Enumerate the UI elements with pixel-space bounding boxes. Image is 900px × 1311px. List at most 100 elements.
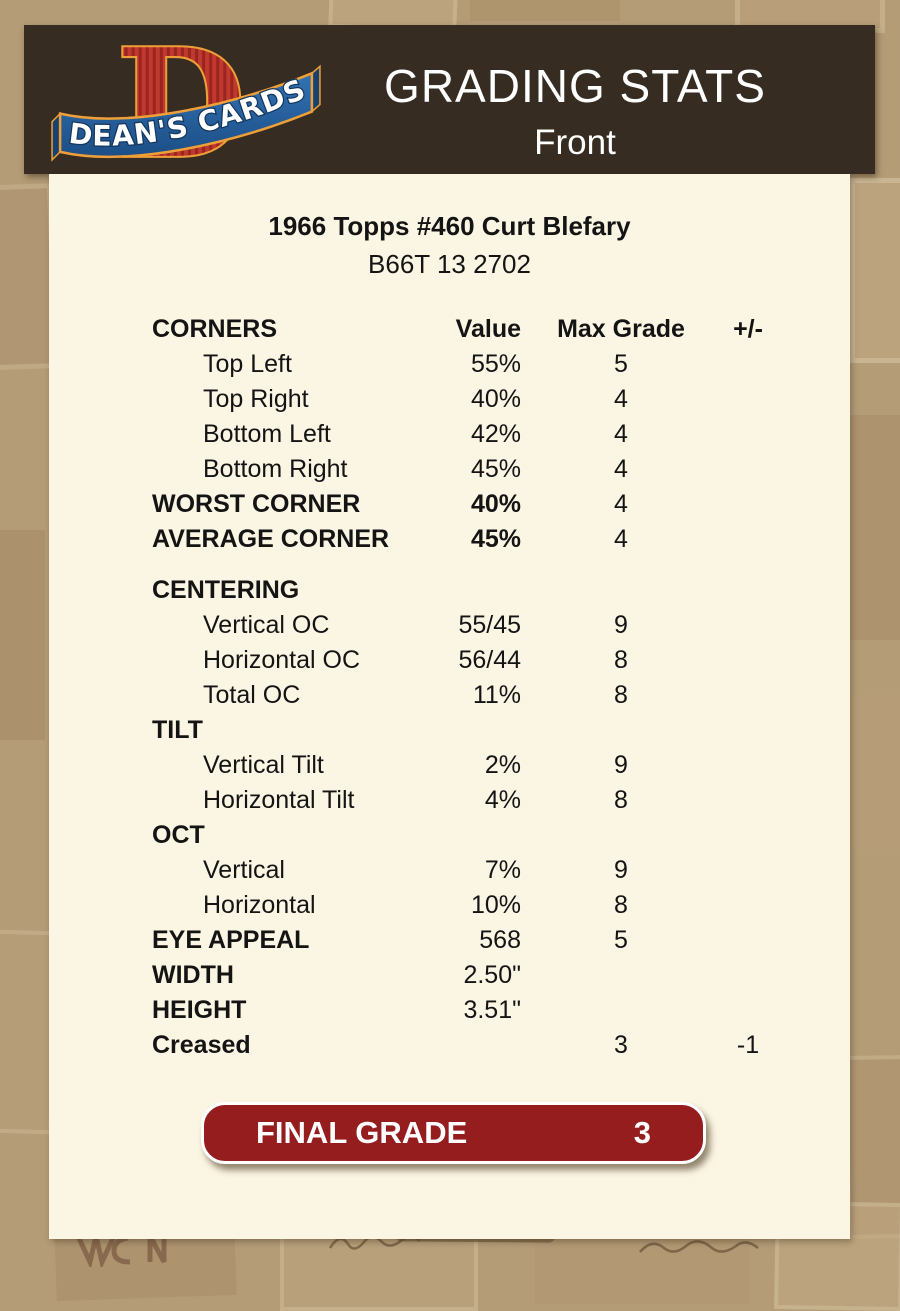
row-label: Top Right <box>203 385 309 413</box>
row-value <box>414 713 521 748</box>
row-plus-minus <box>721 522 775 557</box>
background-card <box>470 0 620 21</box>
table-row: TILT <box>152 713 792 748</box>
row-value: 10% <box>470 891 521 919</box>
row-plus-minus <box>721 382 775 417</box>
table-row: OCT <box>152 818 792 853</box>
final-grade-button[interactable]: FINAL GRADE 3 <box>201 1102 706 1164</box>
row-max-grade: 8 <box>614 681 628 709</box>
card-title: 1966 Topps #460 Curt Blefary <box>268 211 631 241</box>
row-label: Vertical Tilt <box>203 751 324 779</box>
row-plus-minus <box>721 923 775 958</box>
background-card <box>0 530 45 740</box>
final-grade-label: FINAL GRADE <box>256 1115 468 1150</box>
row-plus-minus <box>721 993 775 1028</box>
row-value <box>414 818 521 853</box>
table-row: WORST CORNER 40% 4 <box>152 487 792 522</box>
row-max-grade: 8 <box>614 891 628 919</box>
row-value <box>414 1028 521 1063</box>
row-label: WIDTH <box>152 961 234 989</box>
row-max-grade <box>521 713 721 748</box>
row-max-grade <box>521 818 721 853</box>
table-row: Top Right 40% 4 <box>152 382 792 417</box>
row-plus-minus <box>721 608 775 643</box>
table-row: WIDTH 2.50" <box>152 958 792 993</box>
row-value: 2.50" <box>463 961 521 989</box>
row-value: 40% <box>470 490 521 518</box>
row-max-grade: 4 <box>614 455 628 483</box>
table-row: Bottom Right 45% 4 <box>152 452 792 487</box>
row-plus-minus <box>721 783 775 818</box>
col-header-max-grade: Max Grade <box>557 315 685 343</box>
table-row: Horizontal 10% 8 <box>152 888 792 923</box>
table-row: Vertical OC 55/45 9 <box>152 608 792 643</box>
row-value: 7% <box>484 856 521 884</box>
row-label: Bottom Left <box>203 420 331 448</box>
row-plus-minus <box>721 643 775 678</box>
row-plus-minus <box>721 888 775 923</box>
row-value: 55% <box>470 350 521 378</box>
row-label: Horizontal Tilt <box>203 786 355 814</box>
row-plus-minus <box>721 748 775 783</box>
row-label: HEIGHT <box>152 996 247 1024</box>
row-label: WORST CORNER <box>152 490 361 518</box>
row-plus-minus <box>721 452 775 487</box>
row-value: 56/44 <box>458 646 521 674</box>
row-max-grade <box>521 993 721 1028</box>
table-row: Vertical 7% 9 <box>152 853 792 888</box>
row-value: 42% <box>470 420 521 448</box>
row-plus-minus <box>721 573 775 608</box>
table-row: Horizontal Tilt 4% 8 <box>152 783 792 818</box>
page-title: GRADING STATS <box>384 60 766 112</box>
table-row: HEIGHT 3.51" <box>152 993 792 1028</box>
col-header-plus-minus: +/- <box>733 315 763 343</box>
row-max-grade: 4 <box>614 525 628 553</box>
row-max-grade: 9 <box>614 856 628 884</box>
stats-panel: 1966 Topps #460 Curt Blefary B66T 13 270… <box>49 174 850 1239</box>
row-plus-minus <box>721 347 775 382</box>
stats-rows: Top Left 55% 5 Top Right 40% 4 Bottom Left 42% 4… <box>152 347 792 1063</box>
row-plus-minus <box>721 417 775 452</box>
row-label: Creased <box>152 1031 251 1059</box>
deans-cards-logo: D DEAN'S CARDS <box>51 29 321 170</box>
row-max-grade <box>521 958 721 993</box>
background-card <box>843 415 900 640</box>
table-row: Creased 3 -1 <box>152 1028 792 1063</box>
row-label: Vertical <box>203 856 285 884</box>
table-row: AVERAGE CORNER 45% 4 <box>152 522 792 557</box>
row-label: Bottom Right <box>203 455 348 483</box>
row-plus-minus <box>721 818 775 853</box>
row-label: AVERAGE CORNER <box>152 525 390 553</box>
row-max-grade: 5 <box>614 926 628 954</box>
col-header-corners: CORNERS <box>152 315 278 343</box>
row-max-grade: 4 <box>614 490 628 518</box>
row-label: Vertical OC <box>203 611 330 639</box>
stats-table: CORNERS Value Max Grade +/- Top Left 55% 5… <box>152 312 792 1063</box>
table-header-row: CORNERS Value Max Grade +/- <box>152 312 792 347</box>
row-label: Horizontal OC <box>203 646 360 674</box>
row-label: Top Left <box>203 350 292 378</box>
row-max-grade: 8 <box>614 646 628 674</box>
row-plus-minus <box>721 678 775 713</box>
header-bar: D DEAN'S CARDS GRADING STATS Front <box>24 25 875 174</box>
row-value <box>414 573 521 608</box>
row-plus-minus: -1 <box>736 1031 760 1059</box>
row-max-grade: 4 <box>614 385 628 413</box>
row-label: Horizontal <box>203 891 316 919</box>
row-value: 3.51" <box>463 996 521 1024</box>
table-row: CENTERING <box>152 573 792 608</box>
row-max-grade: 5 <box>614 350 628 378</box>
row-value: 568 <box>479 926 521 954</box>
row-label: OCT <box>152 821 205 849</box>
row-value: 45% <box>470 455 521 483</box>
table-row: Horizontal OC 56/44 8 <box>152 643 792 678</box>
table-row: Bottom Left 42% 4 <box>152 417 792 452</box>
row-label: TILT <box>152 716 203 744</box>
row-max-grade: 9 <box>614 611 628 639</box>
row-label: EYE APPEAL <box>152 926 310 954</box>
row-label: Total OC <box>203 681 301 709</box>
row-plus-minus <box>721 958 775 993</box>
row-plus-minus <box>721 487 775 522</box>
row-value: 40% <box>470 385 521 413</box>
